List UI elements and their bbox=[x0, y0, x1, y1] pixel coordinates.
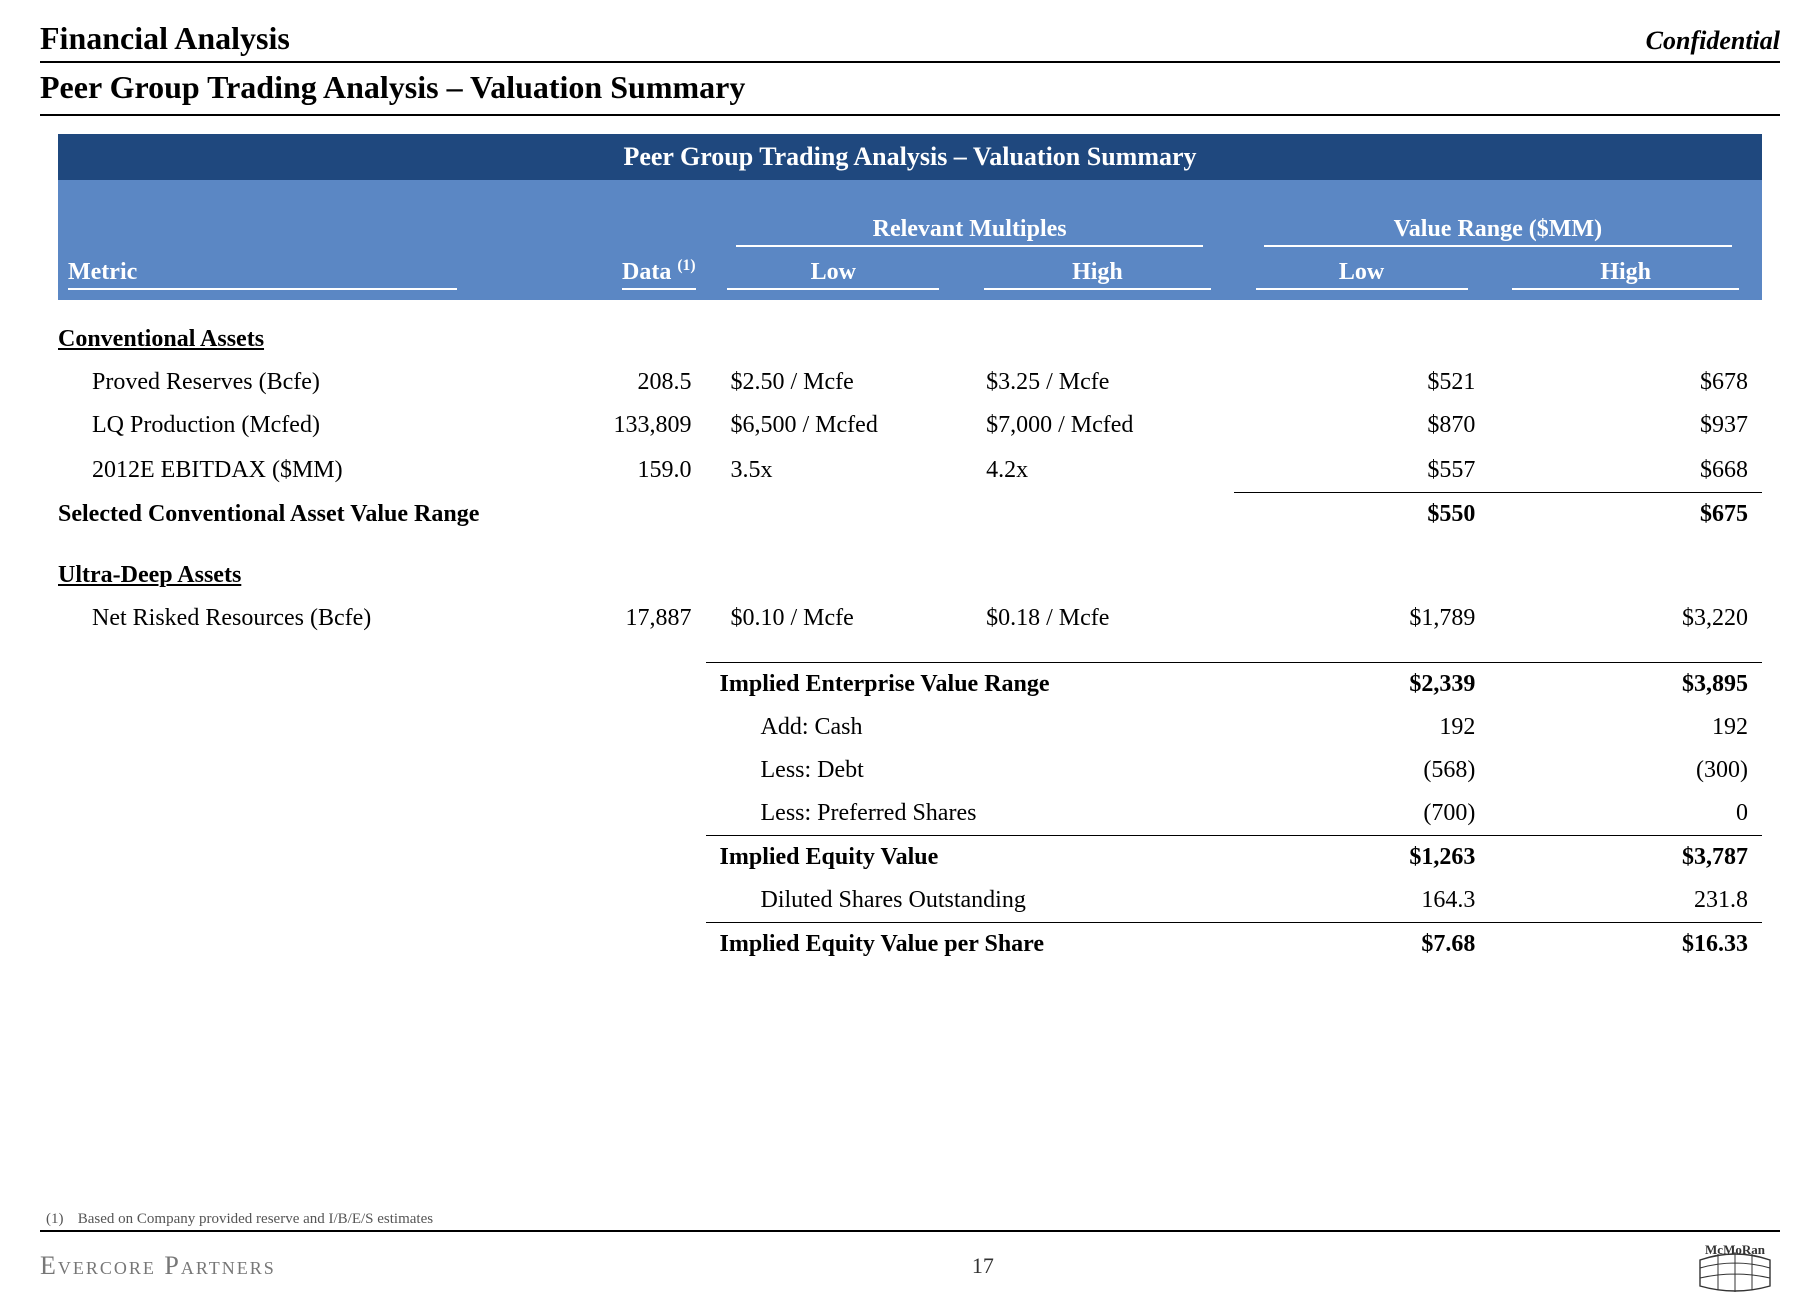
calc-label: Less: Preferred Shares bbox=[706, 792, 1234, 836]
conventional-summary-row: Selected Conventional Asset Value Range$… bbox=[58, 493, 1762, 537]
header-group-valuerange: Value Range ($MM) bbox=[1234, 180, 1762, 251]
conventional-summary-label: Selected Conventional Asset Value Range bbox=[58, 493, 1234, 537]
table-body: Conventional AssetsProved Reserves (Bcfe… bbox=[58, 300, 1762, 966]
header-val-high: High bbox=[1489, 251, 1762, 300]
calc-row: Implied Enterprise Value Range$2,339$3,8… bbox=[58, 662, 1762, 706]
metric-cell: LQ Production (Mcfed) bbox=[58, 404, 535, 447]
table-row: Proved Reserves (Bcfe)208.5$2.50 / Mcfe$… bbox=[58, 361, 1762, 404]
header-mult-low: Low bbox=[706, 251, 962, 300]
section-conventional-title: Conventional Assets bbox=[58, 300, 1762, 361]
calc-row: Less: Preferred Shares(700)0 bbox=[58, 792, 1762, 836]
calc-row: Less: Debt(568)(300) bbox=[58, 749, 1762, 792]
table-banner: Peer Group Trading Analysis – Valuation … bbox=[58, 134, 1762, 180]
calc-label: Implied Equity Value per Share bbox=[706, 922, 1234, 966]
header-data: Data (1) bbox=[535, 251, 705, 300]
page-subtitle: Peer Group Trading Analysis – Valuation … bbox=[40, 63, 1780, 116]
page-footer: Evercore Partners 17 McMoRan bbox=[40, 1230, 1780, 1294]
page-title: Financial Analysis bbox=[40, 20, 290, 57]
calc-label: Less: Debt bbox=[706, 749, 1234, 792]
calc-label: Diluted Shares Outstanding bbox=[706, 879, 1234, 923]
footer-brand: Evercore Partners bbox=[40, 1251, 276, 1281]
calc-row: Implied Equity Value per Share$7.68$16.3… bbox=[58, 922, 1762, 966]
footer-page-number: 17 bbox=[276, 1253, 1690, 1279]
section-ultradeep-title: Ultra-Deep Assets bbox=[58, 536, 1762, 597]
header-group-multiples: Relevant Multiples bbox=[706, 180, 1234, 251]
table-header: Relevant Multiples Value Range ($MM) Met… bbox=[58, 180, 1762, 300]
header-mult-high: High bbox=[961, 251, 1234, 300]
calc-label: Implied Equity Value bbox=[706, 835, 1234, 879]
footnote-num: (1) bbox=[46, 1211, 74, 1228]
header-metric: Metric bbox=[58, 251, 535, 300]
calc-row: Diluted Shares Outstanding164.3231.8 bbox=[58, 879, 1762, 923]
calc-row: Add: Cash192192 bbox=[58, 706, 1762, 749]
table-row: 2012E EBITDAX ($MM)159.03.5x4.2x$557$668 bbox=[58, 447, 1762, 493]
header-val-low: Low bbox=[1234, 251, 1490, 300]
confidential-label: Confidential bbox=[1646, 26, 1780, 56]
page-header: Financial Analysis Confidential bbox=[40, 20, 1780, 63]
calc-row: Implied Equity Value$1,263$3,787 bbox=[58, 835, 1762, 879]
footnote: (1) Based on Company provided reserve an… bbox=[46, 1211, 433, 1228]
valuation-table-wrap: Peer Group Trading Analysis – Valuation … bbox=[58, 134, 1762, 966]
metric-cell: 2012E EBITDAX ($MM) bbox=[58, 447, 535, 493]
table-row: Net Risked Resources (Bcfe)17,887$0.10 /… bbox=[58, 597, 1762, 640]
footer-logo: McMoRan bbox=[1690, 1238, 1780, 1294]
calc-label: Add: Cash bbox=[706, 706, 1234, 749]
valuation-table: Relevant Multiples Value Range ($MM) Met… bbox=[58, 180, 1762, 966]
metric-cell: Net Risked Resources (Bcfe) bbox=[58, 597, 535, 640]
table-row: LQ Production (Mcfed)133,809$6,500 / Mcf… bbox=[58, 404, 1762, 447]
footnote-text: Based on Company provided reserve and I/… bbox=[78, 1211, 433, 1227]
calc-label: Implied Enterprise Value Range bbox=[706, 662, 1234, 706]
metric-cell: Proved Reserves (Bcfe) bbox=[58, 361, 535, 404]
